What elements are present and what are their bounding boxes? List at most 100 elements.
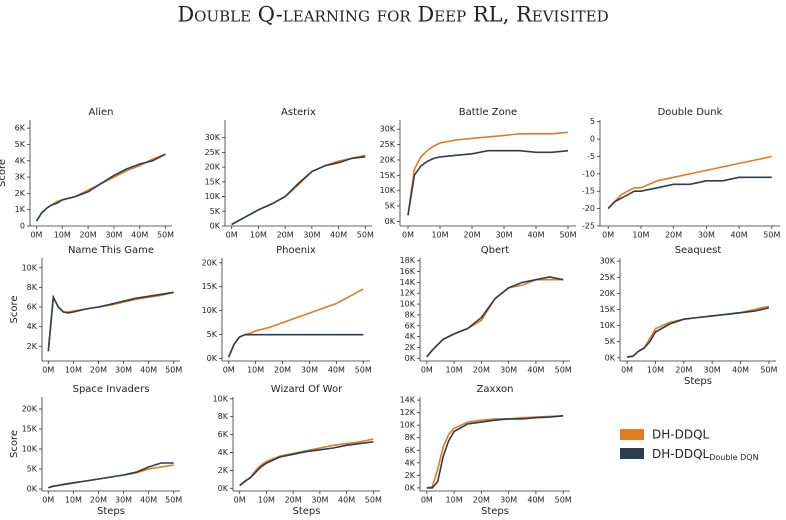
y-tick-label: 5K (385, 202, 396, 211)
x-tick-label: 10M (431, 231, 448, 240)
y-tick-label: 10K (600, 321, 616, 330)
x-axis-label: Steps (684, 376, 712, 387)
panel-title: Zaxxon (477, 384, 514, 395)
x-tick-label: 40M (131, 231, 148, 240)
series-line (231, 156, 366, 226)
y-tick-label: 10K (380, 186, 396, 195)
y-tick-label: 25K (380, 140, 396, 149)
y-tick-label: 5K (27, 465, 38, 474)
legend-label: DH-DDQL (652, 428, 710, 442)
y-tick-label: 4K (27, 322, 38, 331)
x-tick-label: 0M (223, 366, 235, 375)
panel-title: Seaquest (675, 245, 722, 256)
y-tick-label: 2K (405, 471, 416, 480)
x-tick-label: 50M (165, 496, 182, 505)
y-tick-label: 15K (202, 282, 218, 291)
y-tick-label: 10K (400, 421, 416, 430)
series-line (607, 155, 772, 210)
panel-title: Asterix (281, 107, 316, 118)
x-tick-label: 40M (328, 366, 345, 375)
y-tick-label: 15K (600, 305, 616, 314)
series-line (426, 276, 564, 358)
y-tick-label: 10K (213, 394, 229, 403)
y-tick-label: 0K (27, 485, 38, 494)
y-tick-label: 5K (207, 330, 218, 339)
x-tick-label: 10M (65, 366, 82, 375)
x-tick-label: 40M (527, 231, 544, 240)
y-tick-label: 2K (218, 466, 229, 475)
x-tick-label: 50M (157, 231, 174, 240)
y-tick-label: 20K (205, 163, 221, 172)
x-tick-label: 10M (65, 496, 82, 505)
legend-label-main: DH-DDQL (652, 447, 710, 461)
figure-title: Double Q-learning for Deep RL, Revisited (177, 3, 608, 27)
y-tick-label: 6K (405, 446, 416, 455)
x-tick-label: 40M (731, 231, 748, 240)
series-line (426, 278, 564, 358)
x-tick-label: 40M (527, 366, 544, 375)
x-tick-label: 50M (357, 231, 374, 240)
x-tick-label: 40M (330, 231, 347, 240)
x-tick-label: 50M (763, 231, 780, 240)
y-tick-label: 10K (22, 263, 38, 272)
x-tick-label: 20M (90, 496, 107, 505)
x-tick-label: 20M (463, 231, 480, 240)
x-axis-label: Steps (481, 506, 509, 517)
x-tick-label: 0M (602, 231, 614, 240)
x-tick-label: 30M (311, 496, 328, 505)
x-tick-label: 10M (250, 231, 267, 240)
legend-label: DH-DDQLDouble DQN (652, 447, 759, 462)
series-line (35, 153, 166, 222)
x-tick-label: 20M (675, 366, 692, 375)
y-tick-label: 14K (400, 396, 416, 405)
y-tick-label: 0K (207, 354, 218, 363)
x-tick-label: 30M (115, 496, 132, 505)
y-tick-label: 2K (15, 189, 26, 198)
x-tick-label: 30M (115, 366, 132, 375)
panel-title: Qbert (481, 245, 509, 256)
y-tick-label: 0 (590, 135, 595, 144)
y-tick-label: 16K (400, 267, 416, 276)
y-tick-label: 0K (405, 354, 416, 363)
y-tick-label: -5 (587, 152, 595, 161)
x-tick-label: 50M (760, 366, 777, 375)
y-tick-label: 0K (405, 483, 416, 492)
y-tick-label: 4K (405, 332, 416, 341)
legend-label-subscript: Double DQN (709, 453, 758, 462)
y-tick-label: 10K (400, 300, 416, 309)
y-tick-label: 20K (600, 289, 616, 298)
y-tick-label: 4K (218, 448, 229, 457)
y-tick-label: 14K (400, 278, 416, 287)
y-tick-label: 30K (600, 257, 616, 266)
x-tick-label: 0M (226, 231, 238, 240)
y-tick-label: -20 (582, 204, 595, 213)
y-tick-label: 6K (27, 303, 38, 312)
series-line (47, 291, 174, 352)
x-tick-label: 0M (421, 366, 433, 375)
x-tick-label: 30M (303, 231, 320, 240)
x-tick-label: 50M (365, 496, 382, 505)
y-tick-label: 10K (22, 445, 38, 454)
y-tick-label: 4K (405, 458, 416, 467)
x-tick-label: 20M (665, 231, 682, 240)
y-tick-label: 0K (210, 222, 221, 231)
x-tick-label: 10M (446, 366, 463, 375)
series-line (607, 176, 772, 210)
series-line (626, 305, 770, 358)
series-line (426, 415, 564, 489)
x-tick-label: 50M (165, 366, 182, 375)
panel-title: Alien (89, 107, 114, 118)
x-tick-label: 40M (140, 366, 157, 375)
y-tick-label: -25 (582, 222, 595, 231)
series-line (426, 415, 564, 489)
y-tick-label: 5K (605, 337, 616, 346)
legend-swatch (620, 448, 644, 459)
y-tick-label: 3K (15, 173, 26, 182)
x-tick-label: 50M (559, 231, 576, 240)
y-tick-label: 1K (15, 205, 26, 214)
series-line (227, 288, 364, 358)
x-tick-label: 50M (555, 366, 572, 375)
x-tick-label: 10M (54, 231, 71, 240)
y-axis-label: Score (9, 295, 20, 323)
